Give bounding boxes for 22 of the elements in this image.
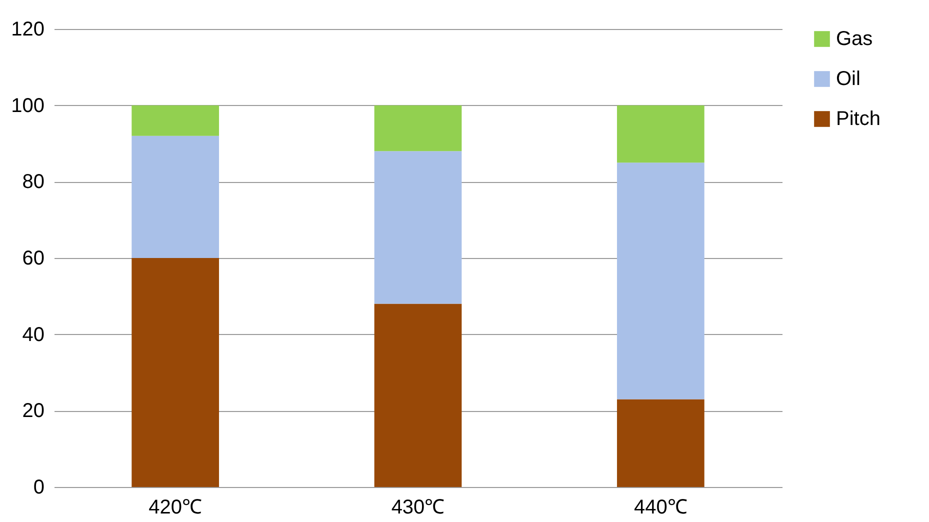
- legend-label: Oil: [836, 68, 860, 90]
- y-tick-label: 120: [11, 18, 44, 40]
- x-tick-label: 430℃: [391, 496, 445, 518]
- bar: [132, 136, 220, 258]
- bar: [374, 105, 462, 152]
- y-tick-label: 0: [33, 476, 44, 498]
- bar: [374, 304, 462, 487]
- x-tick-label: 420℃: [148, 496, 202, 518]
- x-tick-label: 440℃: [634, 496, 688, 518]
- bar: [616, 162, 704, 400]
- y-tick-label: 60: [22, 248, 44, 270]
- bar: [132, 105, 220, 136]
- y-tick-label: 40: [22, 324, 44, 346]
- legend-label: Gas: [836, 28, 873, 50]
- bar: [616, 105, 704, 163]
- legend-label: Pitch: [836, 108, 880, 130]
- bar: [374, 151, 462, 304]
- y-tick-label: 100: [11, 94, 44, 117]
- bar: [616, 399, 704, 487]
- y-tick-label: 20: [22, 400, 44, 422]
- y-tick-label: 80: [22, 171, 44, 194]
- bar: [132, 258, 220, 487]
